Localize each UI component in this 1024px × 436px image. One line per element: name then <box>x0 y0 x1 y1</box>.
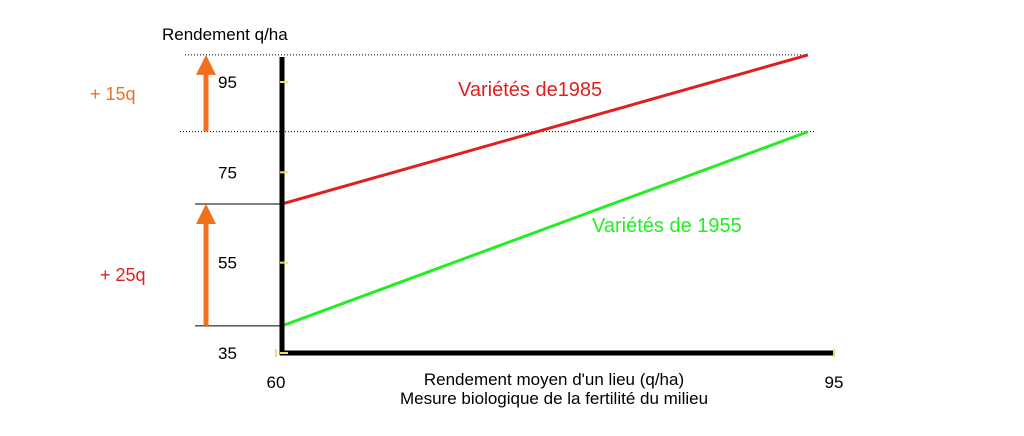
x-axis-title: Rendement moyen d'un lieu (q/ha) <box>424 370 684 389</box>
y-axis-title: Rendement q/ha <box>162 25 288 44</box>
series-label-1955: Variétés de 1955 <box>592 215 742 237</box>
gain-label-15q: + 15q <box>90 84 136 104</box>
x-tick-label: 95 <box>825 373 844 392</box>
y-tick-label: 95 <box>218 73 237 92</box>
series-line-1 <box>281 130 809 328</box>
x-axis-subtitle: Mesure biologique de la fertilité du mil… <box>400 389 708 408</box>
series-line-0 <box>281 53 809 206</box>
y-tick-label: 35 <box>218 344 237 363</box>
x-tick-label: 60 <box>267 373 286 392</box>
series-label-1985: Variétés de1985 <box>458 79 602 101</box>
gain-label-25q: + 25q <box>100 265 146 285</box>
y-tick-label: 55 <box>218 254 237 273</box>
y-tick-label: 75 <box>218 163 237 182</box>
